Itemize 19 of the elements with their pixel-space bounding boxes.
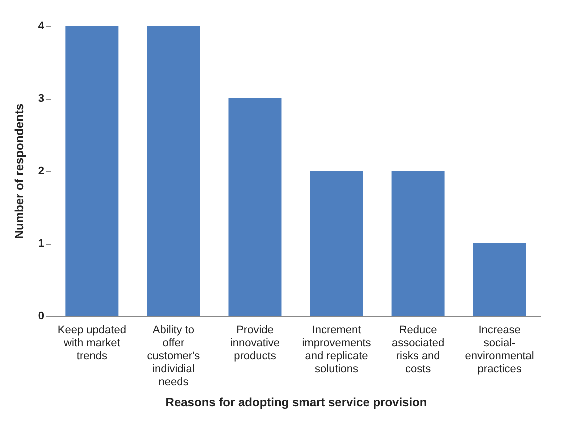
bar [310, 171, 364, 316]
x-tick-label: Provide innovative products [230, 324, 280, 362]
y-tick-label: 3 [38, 93, 44, 105]
bar [66, 26, 119, 316]
x-tick-label: Reduce associated risks and costs [392, 324, 445, 376]
y-axis-title: Number of respondents [12, 104, 26, 240]
bar [147, 26, 200, 316]
x-tick-label: Ability to offer customer's individial needs [147, 324, 201, 388]
x-tick-label: Increase social-environmental practices [465, 324, 534, 376]
bar [392, 171, 445, 316]
x-tick-label: Keep updated with market trends [58, 324, 126, 362]
bar [473, 244, 526, 316]
y-tick-label: 2 [38, 166, 44, 178]
bar [228, 98, 282, 316]
y-tick-label: 0 [38, 310, 44, 322]
y-tick-label: 1 [38, 238, 44, 250]
x-tick-label: Increment improvements and replicate solutions [302, 324, 372, 376]
x-axis-title: Reasons for adopting smart service provision [166, 396, 428, 410]
y-tick-label: 4 [38, 20, 46, 32]
